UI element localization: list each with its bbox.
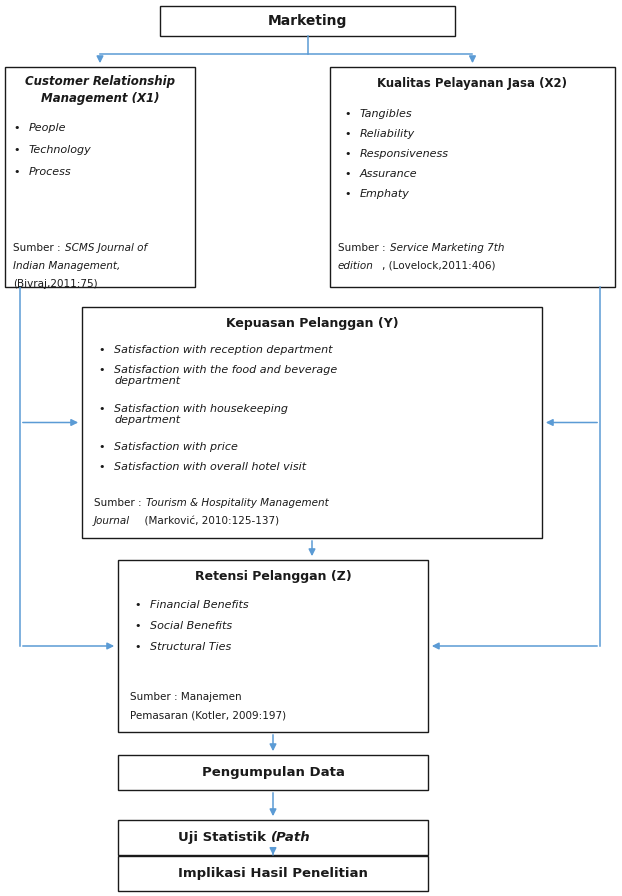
Text: Satisfaction with housekeeping
department: Satisfaction with housekeeping departmen… [114,403,288,425]
Text: Tourism & Hospitality Management: Tourism & Hospitality Management [146,498,329,508]
Text: Sumber :: Sumber : [94,498,145,508]
Text: Pemasaran (Kotler, 2009:197): Pemasaran (Kotler, 2009:197) [130,710,286,720]
Bar [118,856,428,891]
Text: •: • [14,145,21,155]
Text: Uji Statistik: Uji Statistik [179,831,271,844]
Text: Pengumpulan Data: Pengumpulan Data [202,766,345,779]
Text: Retensi Pelanggan (Z): Retensi Pelanggan (Z) [195,570,351,583]
Text: Customer Relationship
Management (X1): Customer Relationship Management (X1) [25,75,175,105]
Text: •: • [99,403,105,413]
Text: (Bivraj,2011:75): (Bivraj,2011:75) [13,279,98,289]
Text: Reliability: Reliability [360,129,415,139]
Text: Sumber :: Sumber : [13,243,64,253]
Text: •: • [14,123,21,133]
Text: Journal: Journal [94,516,130,526]
Bar [118,755,428,790]
Text: Responsiveness: Responsiveness [360,149,449,159]
Text: Service Marketing 7th: Service Marketing 7th [390,243,504,253]
Text: , (Lovelock,2011:406): , (Lovelock,2011:406) [382,261,496,271]
Bar [5,67,195,287]
Text: •: • [345,149,351,159]
Text: Satisfaction with reception department: Satisfaction with reception department [114,345,333,355]
Text: Kepuasan Pelanggan (Y): Kepuasan Pelanggan (Y) [226,317,398,330]
Bar [118,820,428,855]
Text: Assurance: Assurance [360,169,417,179]
Text: Sumber :: Sumber : [338,243,389,253]
Text: Financial Benefits: Financial Benefits [150,600,249,610]
Text: Structural Ties: Structural Ties [150,642,231,652]
Text: Satisfaction with overall hotel visit: Satisfaction with overall hotel visit [114,462,306,472]
Text: Emphaty: Emphaty [360,189,410,199]
Text: Marketing: Marketing [268,14,347,28]
Text: Social Benefits: Social Benefits [150,621,232,631]
Text: •: • [345,109,351,119]
Text: People: People [29,123,67,133]
Text: (Marković, 2010:125-137): (Marković, 2010:125-137) [138,516,279,526]
Text: •: • [135,621,141,631]
Text: SCMS Journal of: SCMS Journal of [65,243,147,253]
Text: •: • [99,365,105,375]
Text: Satisfaction with price: Satisfaction with price [114,443,238,452]
Text: •: • [135,642,141,652]
Text: •: • [99,443,105,452]
Bar [160,6,455,36]
Text: •: • [345,169,351,179]
Text: Kualitas Pelayanan Jasa (X2): Kualitas Pelayanan Jasa (X2) [378,77,567,90]
Text: •: • [99,462,105,472]
Text: Tangibles: Tangibles [360,109,412,119]
Text: Technology: Technology [29,145,92,155]
Text: •: • [14,167,21,177]
Text: edition: edition [338,261,374,271]
Text: (Path: (Path [271,831,310,844]
Text: Satisfaction with the food and beverage
department: Satisfaction with the food and beverage … [114,365,337,386]
Text: •: • [99,345,105,355]
Text: •: • [345,189,351,199]
Text: •: • [135,600,141,610]
Bar [330,67,615,287]
Bar [82,307,542,538]
Text: Indian Management,: Indian Management, [13,261,120,271]
Text: Implikasi Hasil Penelitian: Implikasi Hasil Penelitian [178,867,368,880]
Text: Sumber : Manajemen: Sumber : Manajemen [130,692,241,702]
Text: •: • [345,129,351,139]
Bar [118,560,428,732]
Text: Process: Process [29,167,72,177]
